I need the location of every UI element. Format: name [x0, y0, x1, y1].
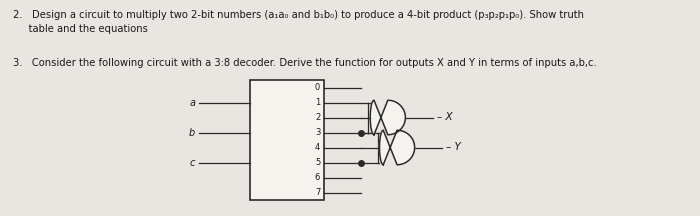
- Text: 3: 3: [315, 128, 320, 137]
- Text: – Y: – Y: [446, 143, 461, 152]
- Text: 2.   Design a circuit to multiply two 2-bit numbers (a₁a₀ and b₁b₀) to produce a: 2. Design a circuit to multiply two 2-bi…: [13, 10, 584, 20]
- Text: 7: 7: [315, 188, 320, 197]
- Bar: [250, 80, 324, 200]
- Text: table and the equations: table and the equations: [13, 24, 148, 34]
- Text: c: c: [190, 157, 195, 167]
- Text: 5: 5: [315, 158, 320, 167]
- Text: 6: 6: [315, 173, 320, 182]
- Text: 1: 1: [315, 98, 320, 107]
- Text: 0: 0: [315, 83, 320, 92]
- Polygon shape: [379, 130, 414, 165]
- Text: a: a: [189, 97, 195, 108]
- Polygon shape: [370, 100, 405, 135]
- Text: 4: 4: [315, 143, 320, 152]
- Text: b: b: [189, 127, 195, 138]
- Text: 3.   Consider the following circuit with a 3:8 decoder. Derive the function for : 3. Consider the following circuit with a…: [13, 58, 596, 68]
- Text: 2: 2: [315, 113, 320, 122]
- Text: – X: – X: [437, 113, 452, 122]
